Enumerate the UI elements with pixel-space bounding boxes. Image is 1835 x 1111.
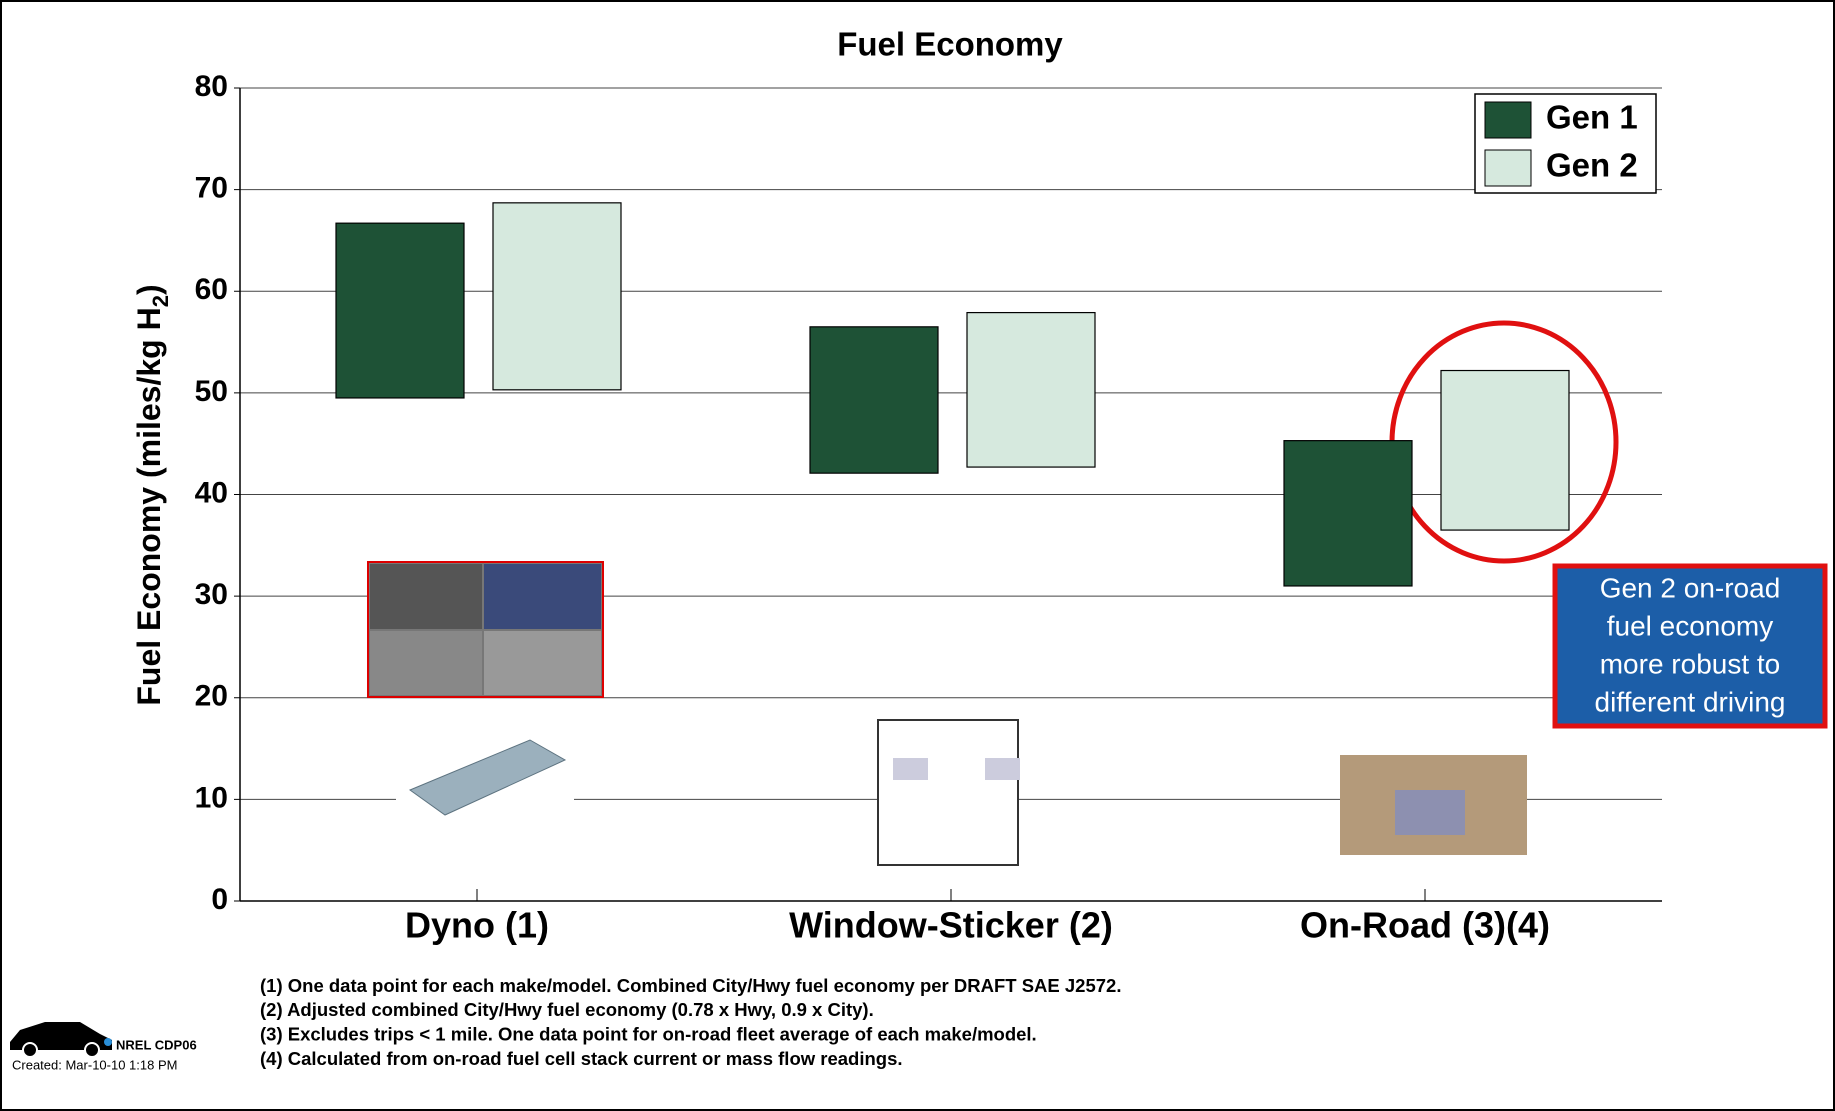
range-bar	[966, 311, 1096, 468]
y-tick-label: 80	[195, 70, 228, 103]
created-date: Created: Mar-10-10 1:18 PM	[12, 1057, 177, 1072]
range-bar	[492, 202, 622, 391]
dyno-machine	[396, 735, 574, 820]
y-axis-label: Fuel Economy (miles/kg H2)	[131, 284, 172, 705]
road-photo	[1340, 755, 1527, 855]
annotation-text: more robust to	[1600, 648, 1781, 679]
legend-label: Gen 2	[1546, 147, 1638, 184]
annotation-box	[1552, 563, 1828, 729]
y-tick-label: 60	[195, 273, 228, 306]
legend-label: Gen 1	[1546, 99, 1638, 136]
y-label-end: )	[131, 284, 167, 295]
y-tick-label: 50	[195, 375, 228, 408]
x-tick-label: Window-Sticker (2)	[789, 905, 1113, 946]
range-bar	[809, 326, 939, 474]
footnote: (2) Adjusted combined City/Hwy fuel econ…	[260, 999, 874, 1020]
y-tick-label: 0	[211, 883, 228, 916]
annotation-text: different driving	[1595, 686, 1786, 717]
y-tick-label: 30	[195, 578, 228, 611]
y-tick-label: 70	[195, 172, 228, 205]
dyno-photos	[367, 561, 604, 698]
y-tick-label: 10	[195, 781, 228, 814]
annotation-text: fuel economy	[1607, 610, 1774, 641]
range-bar	[1283, 440, 1413, 587]
logo-label: NREL CDP06	[116, 1037, 197, 1052]
range-bar	[335, 222, 465, 399]
annotation-text: Gen 2 on-road	[1600, 572, 1781, 603]
y-tick-label: 40	[195, 476, 228, 509]
footnote: (1) One data point for each make/model. …	[260, 975, 1121, 996]
logo	[10, 1022, 112, 1058]
legend-swatch	[1484, 149, 1532, 187]
chart-title: Fuel Economy	[837, 26, 1063, 63]
y-label-main: Fuel Economy (miles/kg H	[131, 307, 167, 705]
footnote: (3) Excludes trips < 1 mile. One data po…	[260, 1023, 1037, 1044]
x-tick-label: Dyno (1)	[405, 905, 549, 946]
footnote: (4) Calculated from on-road fuel cell st…	[260, 1048, 903, 1069]
legend-swatch	[1484, 101, 1532, 139]
y-label-sub: 2	[148, 295, 173, 307]
range-bar	[1440, 369, 1570, 531]
x-tick-label: On-Road (3)(4)	[1300, 905, 1550, 946]
window-sticker	[877, 719, 1020, 866]
y-tick-label: 20	[195, 680, 228, 713]
